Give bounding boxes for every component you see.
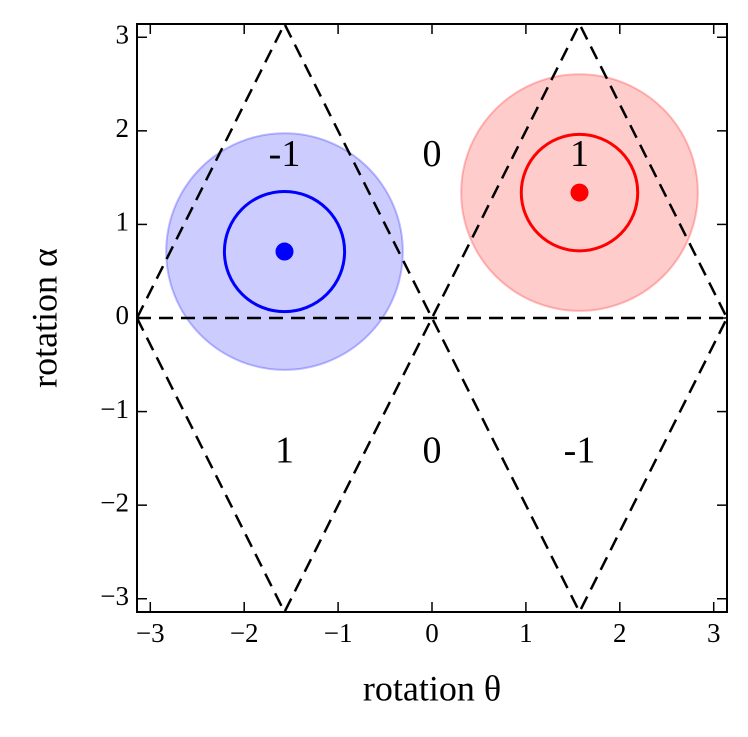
x-tick-label: 1 bbox=[519, 618, 533, 648]
point bbox=[275, 242, 294, 261]
x-tick-label: −1 bbox=[324, 618, 353, 648]
region-label: 1 bbox=[570, 133, 589, 175]
x-tick-label: 3 bbox=[707, 618, 721, 648]
y-tick-label: −2 bbox=[100, 487, 129, 517]
y-tick-label: −3 bbox=[100, 581, 129, 611]
y-tick-label: −1 bbox=[100, 394, 129, 424]
x-tick-label: 0 bbox=[425, 618, 439, 648]
inner-circle bbox=[222, 189, 347, 314]
y-tick-label: 3 bbox=[116, 19, 130, 49]
x-tick-label: −3 bbox=[136, 618, 165, 648]
x-tick-label: −2 bbox=[230, 618, 259, 648]
point bbox=[570, 183, 589, 202]
y-tick-label: 0 bbox=[116, 300, 130, 330]
region-label: 0 bbox=[423, 133, 442, 175]
y-tick-label: 2 bbox=[116, 113, 130, 143]
x-axis-label: rotation θ bbox=[363, 668, 501, 708]
region-label: -1 bbox=[269, 133, 301, 175]
x-tick-label: 2 bbox=[613, 618, 627, 648]
region-label: 1 bbox=[275, 429, 294, 471]
inner-circle bbox=[519, 132, 640, 253]
region-label: -1 bbox=[564, 429, 596, 471]
y-axis-label: rotation α bbox=[24, 248, 64, 388]
region-label: 0 bbox=[423, 429, 442, 471]
y-tick-label: 1 bbox=[116, 207, 130, 237]
